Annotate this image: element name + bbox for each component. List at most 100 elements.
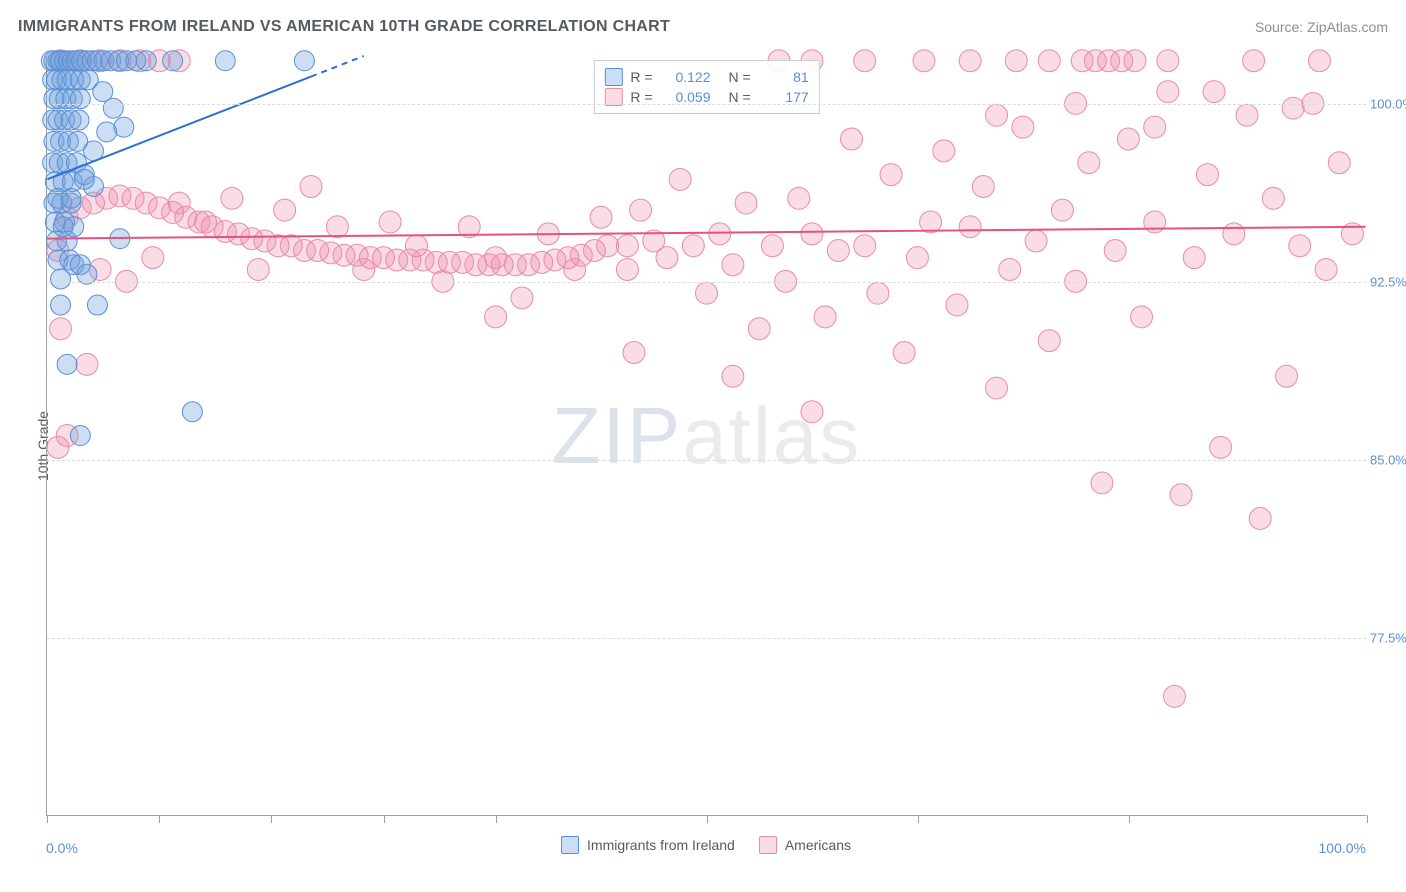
scatter-point xyxy=(300,175,322,197)
scatter-point xyxy=(986,377,1008,399)
x-axis-max-label: 100.0% xyxy=(1319,840,1366,856)
scatter-point xyxy=(405,235,427,257)
scatter-point xyxy=(814,306,836,328)
scatter-point xyxy=(959,50,981,72)
scatter-point xyxy=(656,247,678,269)
scatter-point xyxy=(70,89,90,109)
y-tick-label: 100.0% xyxy=(1370,96,1406,111)
scatter-point xyxy=(623,341,645,363)
scatter-point xyxy=(1309,50,1331,72)
legend-label: Americans xyxy=(785,837,851,853)
scatter-point xyxy=(913,50,935,72)
stat-n-label: N = xyxy=(729,69,751,85)
x-axis-row: 0.0% Immigrants from Ireland Americans 10… xyxy=(46,832,1366,872)
scatter-point xyxy=(1144,116,1166,138)
scatter-point xyxy=(326,216,348,238)
scatter-point xyxy=(722,365,744,387)
chart-title: IMMIGRANTS FROM IRELAND VS AMERICAN 10TH… xyxy=(18,18,670,36)
scatter-point xyxy=(1163,685,1185,707)
scatter-point xyxy=(682,235,704,257)
scatter-point xyxy=(1025,230,1047,252)
scatter-point xyxy=(50,318,72,340)
scatter-point xyxy=(379,211,401,233)
scatter-point xyxy=(294,51,314,71)
source-label: Source: xyxy=(1255,19,1303,35)
scatter-point xyxy=(972,175,994,197)
scatter-point xyxy=(87,295,107,315)
x-tick xyxy=(47,815,48,823)
scatter-point xyxy=(1005,50,1027,72)
scatter-point xyxy=(1203,81,1225,103)
scatter-point xyxy=(1223,223,1245,245)
scatter-point xyxy=(946,294,968,316)
scatter-point xyxy=(893,341,915,363)
scatter-point xyxy=(564,258,586,280)
scatter-point xyxy=(103,98,123,118)
scatter-point xyxy=(64,217,84,237)
scatter-point xyxy=(709,223,731,245)
header: IMMIGRANTS FROM IRELAND VS AMERICAN 10TH… xyxy=(18,18,1388,36)
scatter-point xyxy=(69,110,89,130)
scatter-point xyxy=(1051,199,1073,221)
legend-swatch xyxy=(759,836,777,854)
stat-r-label: R = xyxy=(630,69,652,85)
scatter-point xyxy=(748,318,770,340)
scatter-point xyxy=(735,192,757,214)
legend-item: Immigrants from Ireland xyxy=(561,836,735,854)
legend-swatch xyxy=(604,68,622,86)
scatter-point xyxy=(616,235,638,257)
scatter-point xyxy=(221,187,243,209)
x-axis-min-label: 0.0% xyxy=(46,840,78,856)
stats-row: R =0.122N =81 xyxy=(604,67,808,87)
x-tick xyxy=(496,815,497,823)
scatter-point xyxy=(1170,484,1192,506)
scatter-point xyxy=(195,211,217,233)
scatter-point xyxy=(215,51,235,71)
chart-svg xyxy=(47,56,1366,815)
scatter-point xyxy=(97,122,117,142)
stat-n-value: 81 xyxy=(759,69,809,85)
scatter-point xyxy=(1315,258,1337,280)
scatter-point xyxy=(854,235,876,257)
scatter-point xyxy=(47,436,69,458)
legend-item: Americans xyxy=(759,836,851,854)
stats-legend-box: R =0.122N =81R =0.059N =177 xyxy=(593,60,819,114)
x-tick xyxy=(384,815,385,823)
scatter-point xyxy=(70,426,90,446)
legend-label: Immigrants from Ireland xyxy=(587,837,735,853)
scatter-point xyxy=(959,216,981,238)
scatter-point xyxy=(61,188,81,208)
scatter-point xyxy=(1282,97,1304,119)
scatter-point xyxy=(76,353,98,375)
x-tick xyxy=(918,815,919,823)
x-tick xyxy=(1367,815,1368,823)
scatter-point xyxy=(1289,235,1311,257)
y-tick-label: 92.5% xyxy=(1370,274,1406,289)
scatter-point xyxy=(986,104,1008,126)
scatter-point xyxy=(1157,81,1179,103)
legend-swatch xyxy=(561,836,579,854)
scatter-point xyxy=(999,258,1021,280)
scatter-point xyxy=(1243,50,1265,72)
scatter-point xyxy=(1236,104,1258,126)
scatter-point xyxy=(1262,187,1284,209)
scatter-point xyxy=(136,51,156,71)
scatter-point xyxy=(933,140,955,162)
scatter-point xyxy=(1117,128,1139,150)
scatter-point xyxy=(511,287,533,309)
scatter-point xyxy=(801,401,823,423)
scatter-point xyxy=(74,169,94,189)
scatter-point xyxy=(1038,330,1060,352)
scatter-point xyxy=(485,306,507,328)
scatter-point xyxy=(1038,50,1060,72)
scatter-point xyxy=(801,223,823,245)
scatter-point xyxy=(1183,247,1205,269)
scatter-point xyxy=(51,295,71,315)
scatter-point xyxy=(597,235,619,257)
scatter-point xyxy=(1124,50,1146,72)
scatter-point xyxy=(788,187,810,209)
gridline-horizontal xyxy=(47,460,1366,461)
scatter-point xyxy=(841,128,863,150)
gridline-horizontal xyxy=(47,282,1366,283)
scatter-point xyxy=(590,206,612,228)
